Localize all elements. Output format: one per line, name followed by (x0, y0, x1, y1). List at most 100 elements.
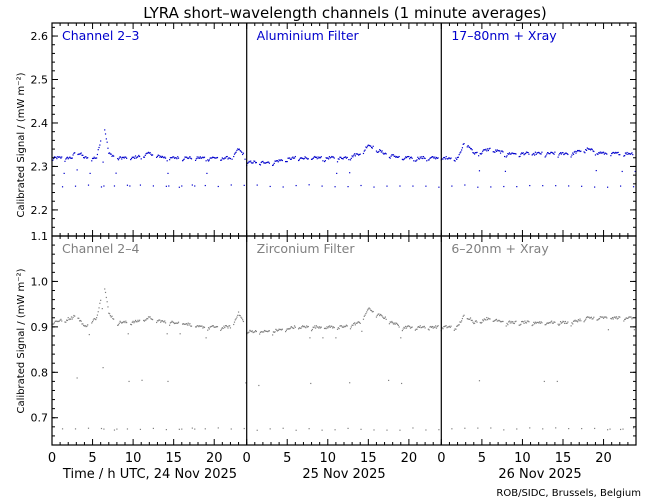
data-point (603, 316, 605, 318)
data-point (238, 314, 240, 316)
data-point (388, 379, 390, 382)
data-point (537, 152, 539, 154)
data-point (377, 313, 379, 315)
data-point (378, 150, 380, 153)
data-point (389, 157, 391, 159)
data-point (194, 326, 197, 328)
data-point (525, 151, 528, 153)
data-point (144, 319, 146, 321)
data-point (525, 322, 528, 324)
data-point (277, 161, 279, 163)
data-point (221, 327, 223, 329)
data-point (321, 429, 323, 431)
data-point (415, 328, 417, 330)
data-point (381, 150, 383, 152)
data-point (267, 331, 269, 333)
data-point (475, 152, 477, 154)
data-point (371, 311, 373, 313)
data-point (617, 317, 619, 319)
data-point (366, 145, 369, 147)
data-point (395, 156, 397, 158)
data-point (591, 318, 593, 320)
data-point (293, 327, 295, 330)
data-point (220, 159, 223, 161)
xtick-label: 15 (165, 451, 182, 466)
data-point (79, 319, 81, 322)
data-point (181, 428, 183, 430)
ytick-label: 1.0 (31, 275, 49, 288)
data-point (410, 156, 412, 158)
data-point (109, 153, 111, 155)
data-point (124, 156, 126, 158)
data-point (567, 321, 569, 323)
data-point (66, 319, 68, 321)
data-point (518, 156, 520, 158)
data-point (552, 152, 554, 154)
data-point (63, 172, 65, 174)
data-point (91, 160, 93, 162)
data-point (568, 185, 570, 187)
data-point (342, 158, 344, 160)
data-point (156, 155, 159, 157)
data-point (130, 323, 132, 325)
data-point (160, 156, 163, 159)
data-point (378, 313, 380, 315)
data-point (371, 147, 373, 149)
data-point (531, 324, 533, 327)
data-point (131, 156, 133, 158)
data-point (285, 329, 288, 331)
data-point (102, 367, 104, 369)
data-point (577, 321, 579, 323)
data-point (358, 321, 361, 324)
data-point (276, 330, 279, 332)
data-point (211, 325, 213, 327)
data-point (469, 146, 471, 149)
data-point (54, 156, 56, 158)
data-point (459, 152, 461, 154)
data-point (516, 428, 518, 430)
data-point (92, 319, 94, 321)
series-channel-2-3 (51, 129, 246, 188)
data-point (91, 157, 94, 160)
data-point (125, 156, 127, 158)
data-point (405, 157, 408, 159)
data-point (333, 326, 335, 329)
data-point (494, 319, 496, 322)
data-point (254, 331, 256, 333)
data-point (237, 311, 240, 313)
data-point (177, 322, 179, 324)
data-point (122, 321, 124, 323)
day-label-1: Time / h UTC, 24 Nov 2025 (62, 467, 237, 482)
data-point (363, 150, 365, 152)
data-point (332, 156, 335, 158)
data-point (512, 153, 515, 155)
data-point (315, 327, 317, 329)
data-point (280, 159, 282, 161)
data-point (111, 155, 113, 157)
data-point (194, 428, 196, 430)
data-point (585, 316, 588, 319)
data-point (95, 318, 97, 321)
data-point (318, 327, 320, 329)
xtick-label: 10 (125, 451, 142, 466)
data-point (572, 152, 574, 154)
data-point (392, 323, 395, 325)
data-point (276, 160, 279, 162)
data-point (404, 157, 406, 159)
data-point (326, 157, 328, 160)
data-point (494, 151, 496, 153)
data-point (370, 309, 372, 311)
data-point (353, 154, 355, 156)
data-point (292, 327, 294, 329)
data-point (377, 151, 379, 153)
data-point (558, 154, 560, 156)
ytick-label: 0.7 (31, 412, 49, 425)
data-point (187, 157, 189, 160)
data-point (418, 326, 420, 328)
data-point (379, 149, 382, 152)
data-point (566, 322, 568, 324)
data-point (108, 313, 111, 315)
data-point (80, 320, 82, 322)
data-point (347, 186, 349, 188)
